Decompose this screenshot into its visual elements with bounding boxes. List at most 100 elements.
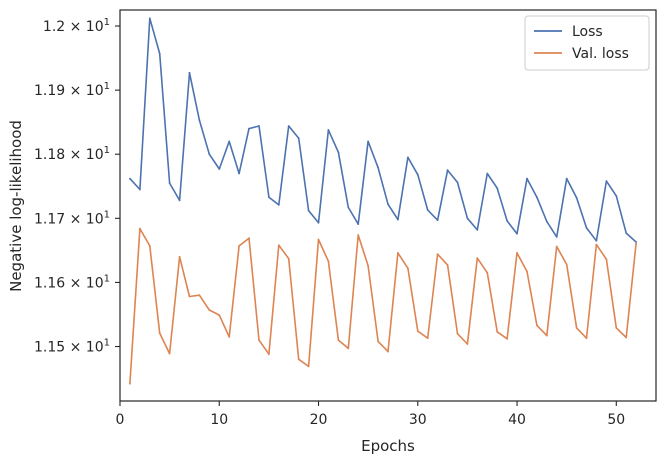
- legend-frame: [524, 15, 650, 71]
- x-axis-label: Epochs: [361, 437, 415, 455]
- x-axis-ticks: 0 10 20 30 40 50: [116, 401, 625, 428]
- data-point: [148, 17, 151, 20]
- data-point: [317, 238, 320, 241]
- data-point: [615, 195, 618, 197]
- data-point: [188, 295, 191, 298]
- data-point: [426, 337, 429, 340]
- data-point: [228, 336, 231, 338]
- data-point: [456, 332, 459, 335]
- data-point: [565, 177, 568, 180]
- data-point: [595, 239, 598, 242]
- x-tick-label: 50: [607, 412, 625, 428]
- data-point: [377, 340, 379, 343]
- data-point: [526, 270, 528, 273]
- data-point: [486, 172, 489, 175]
- data-point: [506, 220, 508, 222]
- data-point: [397, 252, 399, 254]
- data-point: [536, 196, 538, 199]
- data-point: [496, 187, 499, 190]
- y-axis-label: Negative log-likelihood: [7, 120, 25, 292]
- data-point: [238, 245, 241, 247]
- data-point: [277, 204, 280, 206]
- y-tick-label: 1.17 × 101: [34, 209, 110, 227]
- data-point: [327, 129, 330, 131]
- data-point: [248, 237, 250, 240]
- data-point: [407, 156, 409, 159]
- legend-label-1: Loss: [572, 24, 603, 40]
- data-point: [595, 243, 598, 246]
- x-tick-label: 10: [210, 412, 228, 428]
- data-point: [416, 330, 419, 332]
- data-point: [307, 209, 310, 212]
- data-point: [585, 337, 588, 340]
- x-tick-label: 40: [508, 412, 526, 428]
- data-point: [337, 151, 340, 154]
- x-tick-label: 20: [310, 412, 328, 428]
- data-point: [129, 177, 131, 180]
- data-point: [357, 223, 360, 226]
- data-point: [516, 252, 518, 254]
- plot-frame: [119, 9, 657, 402]
- legend-label-2: Val. loss: [572, 46, 629, 62]
- data-point: [397, 218, 399, 221]
- data-point: [496, 330, 499, 333]
- data-point: [516, 232, 518, 235]
- data-point: [635, 242, 637, 245]
- data-point: [148, 245, 151, 247]
- data-point: [258, 125, 260, 127]
- y-tick-label: 1.18 × 101: [34, 145, 110, 163]
- x-tick-label: 0: [116, 412, 125, 428]
- y-axis-ticks: 1.15 × 101 1.16 × 101 1.17 × 101 1.18 × 101…: [34, 17, 120, 356]
- y-tick-label: 1.15 × 101: [34, 338, 110, 356]
- data-point: [297, 358, 300, 361]
- data-point: [625, 232, 628, 235]
- data-point: [297, 137, 300, 140]
- data-point: [218, 314, 221, 316]
- data-point: [327, 260, 330, 263]
- series-line-1: [129, 17, 637, 243]
- data-point: [228, 140, 231, 143]
- data-point: [208, 309, 211, 311]
- data-point: [555, 236, 558, 238]
- data-point: [526, 177, 528, 180]
- data-point: [367, 140, 369, 143]
- data-point: [347, 347, 350, 350]
- data-point: [208, 153, 211, 156]
- data-point: [198, 119, 201, 122]
- y-tick-label: 1.16 × 101: [34, 273, 110, 291]
- data-point: [555, 245, 558, 248]
- data-point: [287, 125, 290, 127]
- data-point: [545, 334, 548, 337]
- data-point: [248, 127, 250, 130]
- data-point: [615, 327, 618, 329]
- data-point: [277, 244, 280, 247]
- data-point: [238, 172, 241, 175]
- legend: Loss Val. loss: [524, 15, 650, 71]
- data-point: [565, 263, 568, 266]
- data-point: [198, 294, 201, 297]
- data-point: [605, 180, 608, 183]
- series-line-2: [129, 227, 637, 384]
- data-point: [416, 173, 419, 176]
- data-point: [307, 365, 310, 368]
- data-point: [317, 221, 320, 224]
- data-point: [635, 241, 637, 243]
- data-point: [139, 188, 141, 191]
- data-point: [268, 196, 270, 199]
- data-point: [446, 264, 449, 266]
- x-tick-label: 30: [409, 412, 427, 428]
- data-point: [218, 168, 221, 170]
- data-point: [575, 196, 578, 199]
- data-point: [168, 352, 171, 355]
- data-point: [168, 182, 171, 185]
- data-point: [407, 267, 409, 270]
- data-point: [585, 227, 588, 229]
- data-point: [466, 217, 469, 220]
- data-point: [545, 220, 548, 223]
- data-point: [139, 227, 141, 230]
- y-tick-label: 1.2 × 101: [43, 17, 110, 35]
- data-point: [436, 219, 439, 222]
- data-point: [426, 209, 429, 211]
